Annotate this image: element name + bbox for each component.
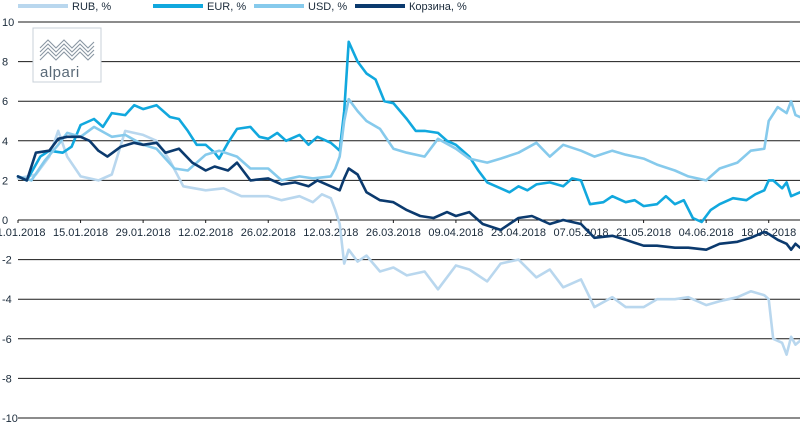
legend-label-1: EUR, % <box>207 1 246 13</box>
x-tick-label: 15.01.2018 <box>53 227 108 239</box>
y-tick-label: -4 <box>2 294 12 306</box>
y-axis-ticks: 10 8 6 4 2 0 -2 -4 -6 -8 -10 <box>2 17 18 425</box>
x-tick-label: 26.03.2018 <box>366 227 421 239</box>
logo-waves-icon <box>39 39 95 61</box>
gridlines <box>18 21 800 419</box>
series-line-0 <box>16 129 800 356</box>
y-tick-label: 0 <box>2 215 8 227</box>
x-tick-label: 23.04.2018 <box>491 227 546 239</box>
x-tick-label: 07.05.2018 <box>554 227 609 239</box>
legend-label-0: RUB, % <box>72 1 111 13</box>
x-tick-label: 04.06.2018 <box>679 227 734 239</box>
x-tick-label: 26.02.2018 <box>241 227 296 239</box>
x-tick-label: 29.01.2018 <box>116 227 171 239</box>
series-lines <box>16 40 800 356</box>
legend: RUB, % EUR, % USD, % Корзина, % <box>18 1 467 13</box>
x-tick-label: 01.01.2018 <box>0 227 46 239</box>
x-axis-ticks: 01.01.2018 15.01.2018 29.01.2018 12.02.2018… <box>0 220 796 239</box>
logo-wordmark: alpari <box>40 64 80 81</box>
legend-label-2: USD, % <box>308 1 347 13</box>
series-line-2 <box>16 97 800 182</box>
y-tick-label: 8 <box>2 57 8 69</box>
series-line-3 <box>16 135 800 251</box>
y-tick-label: 4 <box>2 136 8 148</box>
y-tick-label: 10 <box>2 17 14 29</box>
series-line-1 <box>16 40 800 224</box>
x-tick-label: 21.05.2018 <box>616 227 671 239</box>
x-tick-label: 12.02.2018 <box>178 227 233 239</box>
legend-label-3: Корзина, % <box>409 1 467 13</box>
y-tick-label: -10 <box>2 413 18 425</box>
x-tick-label: 12.03.2018 <box>303 227 358 239</box>
x-tick-label: 09.04.2018 <box>428 227 483 239</box>
alpari-logo: alpari <box>32 27 102 83</box>
y-tick-label: -6 <box>2 334 12 346</box>
y-tick-label: -8 <box>2 373 12 385</box>
y-tick-label: 6 <box>2 96 8 108</box>
y-tick-label: -2 <box>2 255 12 267</box>
y-tick-label: 2 <box>2 175 8 187</box>
